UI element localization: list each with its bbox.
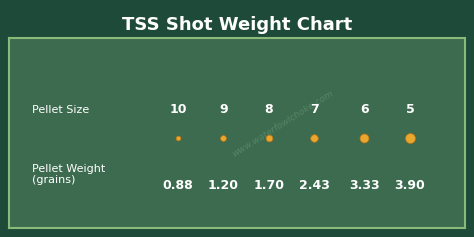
Text: 6: 6 [360, 104, 369, 116]
Text: 10: 10 [169, 104, 187, 116]
Text: 0.88: 0.88 [163, 179, 193, 192]
Point [310, 137, 318, 140]
Text: 1.20: 1.20 [208, 179, 239, 192]
Text: 5: 5 [406, 104, 414, 116]
Point [265, 137, 273, 140]
Text: 1.70: 1.70 [253, 179, 284, 192]
Text: 2.43: 2.43 [299, 179, 330, 192]
Point [219, 137, 227, 140]
Point [361, 137, 368, 140]
Text: 3.90: 3.90 [394, 179, 425, 192]
Text: 9: 9 [219, 104, 228, 116]
Text: Pellet Weight
(grains): Pellet Weight (grains) [32, 164, 106, 185]
Point [406, 137, 414, 140]
Text: 3.33: 3.33 [349, 179, 380, 192]
Text: 7: 7 [310, 104, 319, 116]
Text: TSS Shot Weight Chart: TSS Shot Weight Chart [122, 16, 352, 34]
Point [174, 137, 182, 140]
Text: www.waterfowlchoke.com: www.waterfowlchoke.com [230, 88, 335, 158]
Text: Pellet Size: Pellet Size [32, 105, 90, 115]
Text: 8: 8 [264, 104, 273, 116]
